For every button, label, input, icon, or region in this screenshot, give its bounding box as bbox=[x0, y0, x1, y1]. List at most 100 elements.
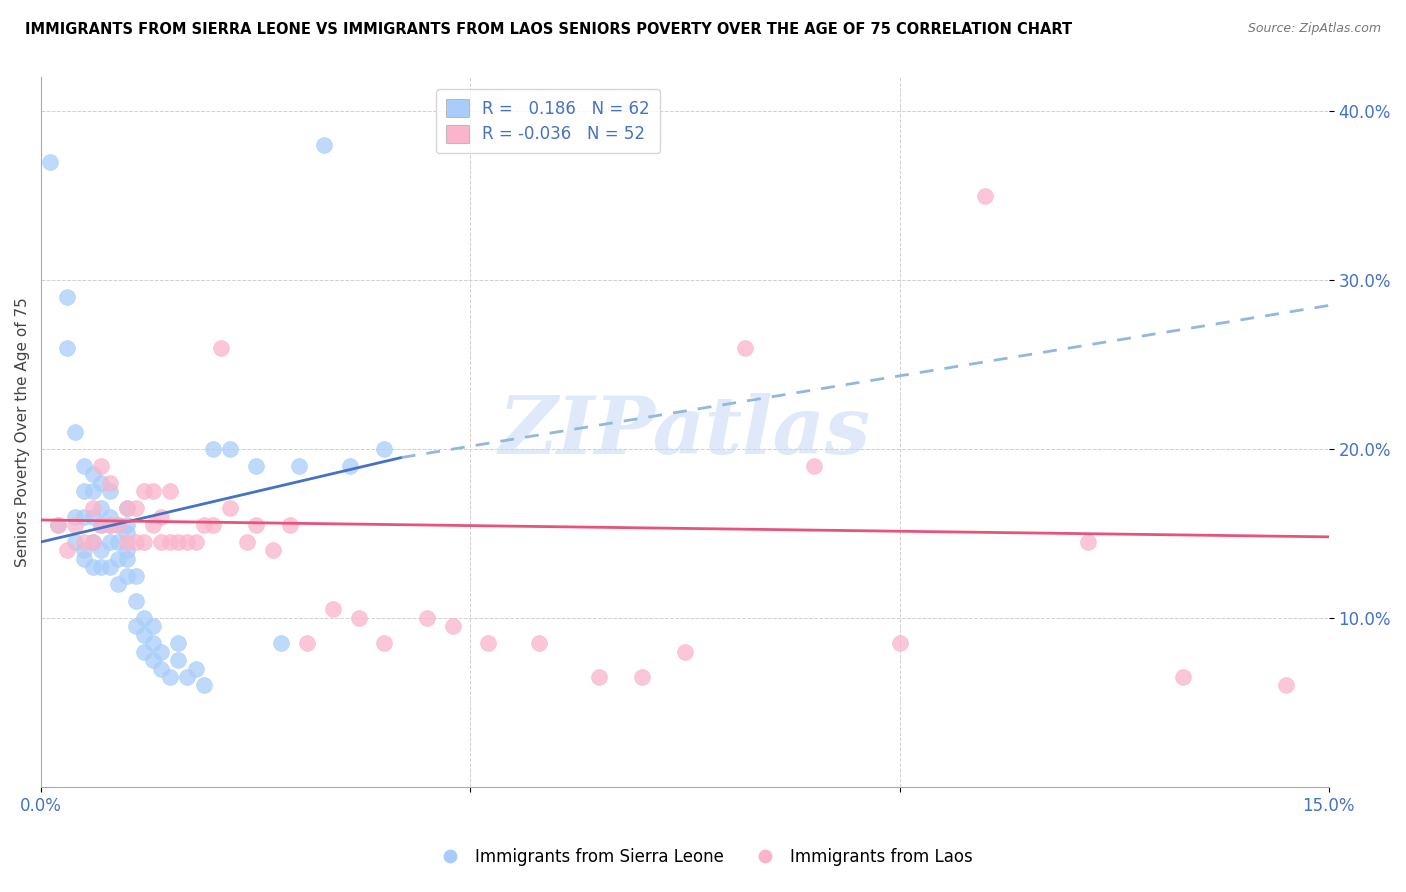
Point bbox=[107, 518, 129, 533]
Point bbox=[73, 484, 96, 499]
Point bbox=[150, 662, 173, 676]
Point bbox=[297, 636, 319, 650]
Point bbox=[803, 458, 825, 473]
Point bbox=[270, 636, 292, 650]
Point bbox=[134, 628, 156, 642]
Point bbox=[98, 475, 121, 490]
Y-axis label: Seniors Poverty Over the Age of 75: Seniors Poverty Over the Age of 75 bbox=[15, 297, 30, 567]
Point bbox=[287, 458, 309, 473]
Point bbox=[142, 484, 165, 499]
Point bbox=[98, 535, 121, 549]
Point bbox=[90, 560, 112, 574]
Point bbox=[142, 636, 165, 650]
Point bbox=[1275, 678, 1298, 692]
Point bbox=[219, 501, 242, 516]
Point bbox=[107, 551, 129, 566]
Point bbox=[373, 442, 395, 456]
Point bbox=[56, 341, 79, 355]
Point bbox=[124, 501, 146, 516]
Point bbox=[193, 678, 215, 692]
Point bbox=[347, 611, 370, 625]
Point bbox=[56, 290, 79, 304]
Point bbox=[115, 526, 138, 541]
Point bbox=[65, 509, 87, 524]
Point bbox=[176, 670, 198, 684]
Point bbox=[82, 467, 104, 482]
Point bbox=[82, 535, 104, 549]
Point bbox=[73, 509, 96, 524]
Point bbox=[150, 535, 173, 549]
Point bbox=[150, 645, 173, 659]
Point bbox=[90, 475, 112, 490]
Point bbox=[278, 518, 301, 533]
Point bbox=[193, 518, 215, 533]
Point bbox=[73, 535, 96, 549]
Point bbox=[115, 501, 138, 516]
Point bbox=[115, 501, 138, 516]
Point bbox=[201, 442, 224, 456]
Point bbox=[588, 670, 610, 684]
Point bbox=[65, 518, 87, 533]
Point bbox=[314, 138, 336, 153]
Point bbox=[82, 501, 104, 516]
Point bbox=[150, 509, 173, 524]
Point bbox=[90, 543, 112, 558]
Point bbox=[107, 577, 129, 591]
Legend: R =   0.186   N = 62, R = -0.036   N = 52: R = 0.186 N = 62, R = -0.036 N = 52 bbox=[436, 89, 659, 153]
Point bbox=[38, 154, 60, 169]
Point bbox=[159, 670, 181, 684]
Text: IMMIGRANTS FROM SIERRA LEONE VS IMMIGRANTS FROM LAOS SENIORS POVERTY OVER THE AG: IMMIGRANTS FROM SIERRA LEONE VS IMMIGRAN… bbox=[25, 22, 1073, 37]
Point bbox=[107, 518, 129, 533]
Point bbox=[1171, 670, 1194, 684]
Point bbox=[124, 619, 146, 633]
Point bbox=[82, 509, 104, 524]
Point bbox=[115, 543, 138, 558]
Point bbox=[142, 619, 165, 633]
Point bbox=[73, 458, 96, 473]
Point bbox=[631, 670, 654, 684]
Point bbox=[209, 341, 232, 355]
Point bbox=[201, 518, 224, 533]
Point bbox=[159, 484, 181, 499]
Point bbox=[90, 518, 112, 533]
Point bbox=[46, 518, 69, 533]
Point bbox=[1077, 535, 1099, 549]
Legend: Immigrants from Sierra Leone, Immigrants from Laos: Immigrants from Sierra Leone, Immigrants… bbox=[426, 842, 980, 873]
Point bbox=[90, 518, 112, 533]
Point bbox=[734, 341, 756, 355]
Point bbox=[115, 518, 138, 533]
Text: Source: ZipAtlas.com: Source: ZipAtlas.com bbox=[1247, 22, 1381, 36]
Point bbox=[115, 535, 138, 549]
Point bbox=[184, 662, 207, 676]
Point bbox=[124, 568, 146, 582]
Point bbox=[134, 611, 156, 625]
Point bbox=[82, 535, 104, 549]
Point bbox=[184, 535, 207, 549]
Point bbox=[236, 535, 259, 549]
Point bbox=[142, 518, 165, 533]
Point bbox=[245, 458, 267, 473]
Point bbox=[167, 636, 190, 650]
Point bbox=[134, 535, 156, 549]
Point bbox=[219, 442, 242, 456]
Point bbox=[73, 543, 96, 558]
Point bbox=[65, 535, 87, 549]
Point bbox=[441, 619, 464, 633]
Point bbox=[159, 535, 181, 549]
Point bbox=[176, 535, 198, 549]
Text: ZIPatlas: ZIPatlas bbox=[499, 393, 870, 471]
Point bbox=[65, 425, 87, 439]
Point bbox=[98, 518, 121, 533]
Point bbox=[134, 645, 156, 659]
Point bbox=[339, 458, 361, 473]
Point bbox=[98, 484, 121, 499]
Point bbox=[82, 560, 104, 574]
Point bbox=[82, 484, 104, 499]
Point bbox=[974, 188, 997, 202]
Point bbox=[98, 518, 121, 533]
Point bbox=[134, 484, 156, 499]
Point bbox=[90, 458, 112, 473]
Point bbox=[527, 636, 550, 650]
Point bbox=[98, 560, 121, 574]
Point bbox=[124, 535, 146, 549]
